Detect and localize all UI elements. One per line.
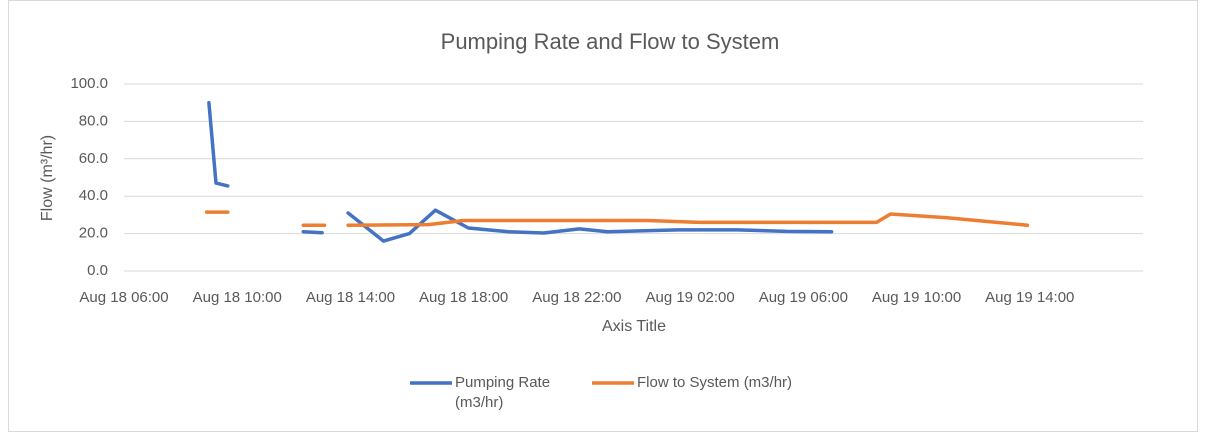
x-tick-label: Aug 18 06:00 bbox=[79, 289, 168, 306]
y-tick-label: 40.0 bbox=[79, 187, 108, 204]
y-tick-label: 20.0 bbox=[79, 225, 108, 242]
x-tick-label: Aug 19 14:00 bbox=[985, 289, 1074, 306]
y-axis-title: Flow (m³/hr) bbox=[39, 135, 56, 221]
x-tick-label: Aug 19 06:00 bbox=[759, 289, 848, 306]
series-line bbox=[204, 210, 1030, 227]
series-line bbox=[207, 100, 834, 243]
x-tick-label: Aug 18 18:00 bbox=[419, 289, 508, 306]
chart-border bbox=[8, 0, 1198, 432]
y-tick-label: 0.0 bbox=[87, 262, 108, 279]
x-tick-label: Aug 18 22:00 bbox=[532, 289, 621, 306]
legend-label: Flow to System (m3/hr) bbox=[637, 374, 793, 391]
x-tick-label: Aug 19 10:00 bbox=[872, 289, 961, 306]
x-axis-title: Axis Title bbox=[602, 318, 666, 335]
legend-label: Pumping Rate (m3/hr) bbox=[455, 374, 551, 411]
y-tick-label: 100.0 bbox=[70, 75, 108, 92]
y-tick-label: 80.0 bbox=[79, 112, 108, 129]
chart-title: Pumping Rate and Flow to System bbox=[441, 29, 780, 54]
y-tick-label: 60.0 bbox=[79, 150, 108, 167]
x-tick-label: Aug 19 02:00 bbox=[645, 289, 734, 306]
x-tick-label: Aug 18 14:00 bbox=[306, 289, 395, 306]
x-tick-label: Aug 18 10:00 bbox=[193, 289, 282, 306]
